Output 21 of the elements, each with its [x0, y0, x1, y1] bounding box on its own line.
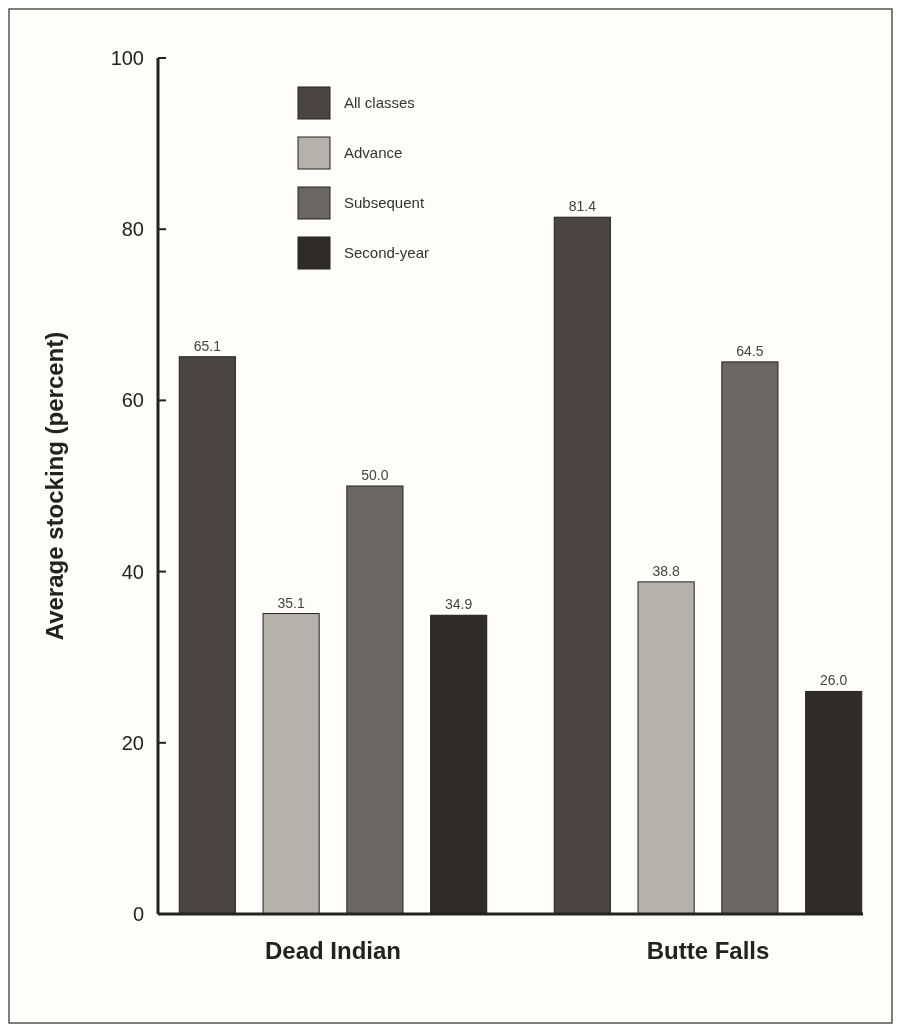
y-tick-label: 60: [121, 389, 144, 412]
legend-label: Second-year: [344, 244, 430, 262]
data-label: 38.8: [652, 562, 680, 579]
y-tick-label: 100: [110, 47, 144, 69]
legend-label: All classes: [344, 94, 415, 112]
data-label: 35.1: [277, 594, 305, 611]
data-label: 50.0: [361, 467, 389, 483]
data-label: 81.4: [568, 198, 597, 215]
y-tick-label: 0: [132, 903, 144, 925]
x-tick-label: Dead Indian: [264, 937, 402, 964]
data-label: 26.0: [820, 672, 848, 689]
data-label: 64.5: [736, 342, 764, 359]
x-tick-label: Butte Falls: [646, 937, 770, 964]
y-axis-title: Average stocking (percent): [41, 331, 68, 641]
y-tick-label: 40: [121, 560, 144, 583]
legend-label: Subsequent: [344, 194, 425, 212]
legend-label: Advance: [344, 144, 403, 162]
data-label: 34.9: [445, 596, 473, 613]
y-tick-label: 80: [121, 218, 144, 241]
data-label: 65.1: [193, 337, 222, 354]
y-tick-label: 20: [121, 731, 144, 754]
